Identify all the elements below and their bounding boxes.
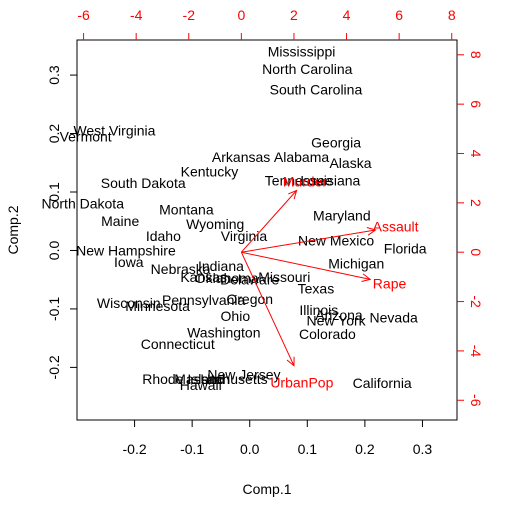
right-tick-label: 2 [468,199,484,207]
y-tick-label: -0.2 [46,355,62,379]
loading-label: UrbanPop [270,375,333,391]
x-tick-label: 0.3 [413,441,433,457]
state-label: Mississippi [268,44,336,60]
state-label: South Dakota [101,175,186,191]
x-tick-label: 0.0 [240,441,260,457]
state-label: Maryland [313,207,371,223]
right-tick-label: 8 [468,51,484,59]
top-tick-label: 8 [448,7,456,23]
state-label: North Carolina [262,61,352,77]
state-label: Georgia [311,134,361,150]
state-label: Alabama [274,149,329,165]
state-label: Nebraska [151,261,211,277]
state-label: Colorado [299,326,356,342]
state-label: Ohio [221,308,251,324]
state-label: Connecticut [141,336,215,352]
loading-arrow [241,229,376,253]
loading-label: Rape [373,275,407,291]
state-label: Maine [101,213,139,229]
x-tick-label: -0.2 [123,441,147,457]
state-label: Kentucky [181,164,239,180]
state-label: Oklahoma [195,270,259,286]
loading-arrow [240,251,295,366]
state-label: Montana [159,202,214,218]
x-tick-label: 0.2 [355,441,375,457]
state-label: Louisiana [300,172,360,188]
state-label: Illinois [299,302,338,318]
right-tick-label: -6 [468,394,484,407]
y-tick-label: 0.0 [46,241,62,261]
state-label: Idaho [146,228,181,244]
state-label: Arkansas [212,149,270,165]
right-axis: -6 -4 -2 0 2 4 6 8 [457,51,484,407]
state-label: Michigan [328,255,384,271]
loading-label: Murder [283,173,328,189]
state-label: California [353,375,412,391]
right-tick-label: 6 [468,100,484,108]
state-label: Missouri [258,269,310,285]
state-label: Hawaii [180,377,222,393]
loading-arrow [241,251,371,280]
arrow-head [286,356,295,367]
x-tick-label: -0.1 [180,441,204,457]
state-label: Utah [200,371,230,387]
state-label: Pennsylvania [162,292,245,308]
y-tick-label: -0.1 [46,297,62,321]
state-label: Kansas [180,269,227,285]
state-label: Massachusetts [174,371,267,387]
state-label: South Carolina [270,82,363,98]
state-label: North Dakota [42,196,125,212]
state-label: Iowa [114,254,144,270]
state-label: Texas [298,280,335,296]
state-label: Washington [187,324,260,340]
top-tick-label: 2 [290,7,298,23]
bottom-axis: -0.2 -0.1 0.0 0.1 0.2 0.3 [123,420,433,457]
state-label: West Virginia [73,123,155,139]
top-tick-label: 6 [395,7,403,23]
loading-arrows: Murder Assault Rape UrbanPop [240,173,419,391]
arrow-head [361,273,372,282]
state-label: Wisconsin [97,295,161,311]
top-tick-label: 0 [237,7,245,23]
x-tick-label: 0.1 [298,441,318,457]
top-tick-label: -4 [130,7,143,23]
x-axis-title: Comp.1 [242,481,291,497]
loading-label: Assault [373,219,419,235]
top-tick-label: -6 [77,7,90,23]
plot-box [76,39,458,421]
top-tick-label: 4 [343,7,351,23]
state-label: Arizona [315,307,363,323]
state-label: Florida [384,241,427,257]
state-label: Alaska [329,155,371,171]
y-tick-label: 0.3 [46,65,62,85]
arrow-head [288,189,298,200]
state-label: Indiana [198,258,244,274]
state-label: Tennessee [265,172,333,188]
loading-arrow [240,190,297,253]
state-label: Wyoming [186,216,244,232]
top-tick-label: -2 [183,7,196,23]
y-axis-title: Comp.2 [5,205,21,254]
right-tick-label: -2 [468,295,484,308]
right-tick-label: 4 [468,150,484,158]
y-tick-label: 0.2 [46,124,62,144]
state-label: New York [307,313,367,329]
state-label: New Jersey [207,366,280,382]
state-label: Vermont [60,128,112,144]
state-label: Minnesota [125,298,190,314]
state-label: New Mexico [298,233,374,249]
state-label: Nevada [370,310,418,326]
arrow-head [366,226,377,236]
right-tick-label: 0 [468,248,484,256]
state-label: Rhode Island [142,371,225,387]
state-label: Delaware [220,272,279,288]
left-axis: -0.2 -0.1 0.0 0.1 0.2 0.3 [46,65,77,379]
state-label: New Hampshire [76,242,176,258]
right-tick-label: -4 [468,345,484,358]
state-label: Virginia [221,228,268,244]
y-tick-label: 0.1 [46,182,62,202]
top-axis: -6 -4 -2 0 2 4 6 8 [77,7,456,40]
